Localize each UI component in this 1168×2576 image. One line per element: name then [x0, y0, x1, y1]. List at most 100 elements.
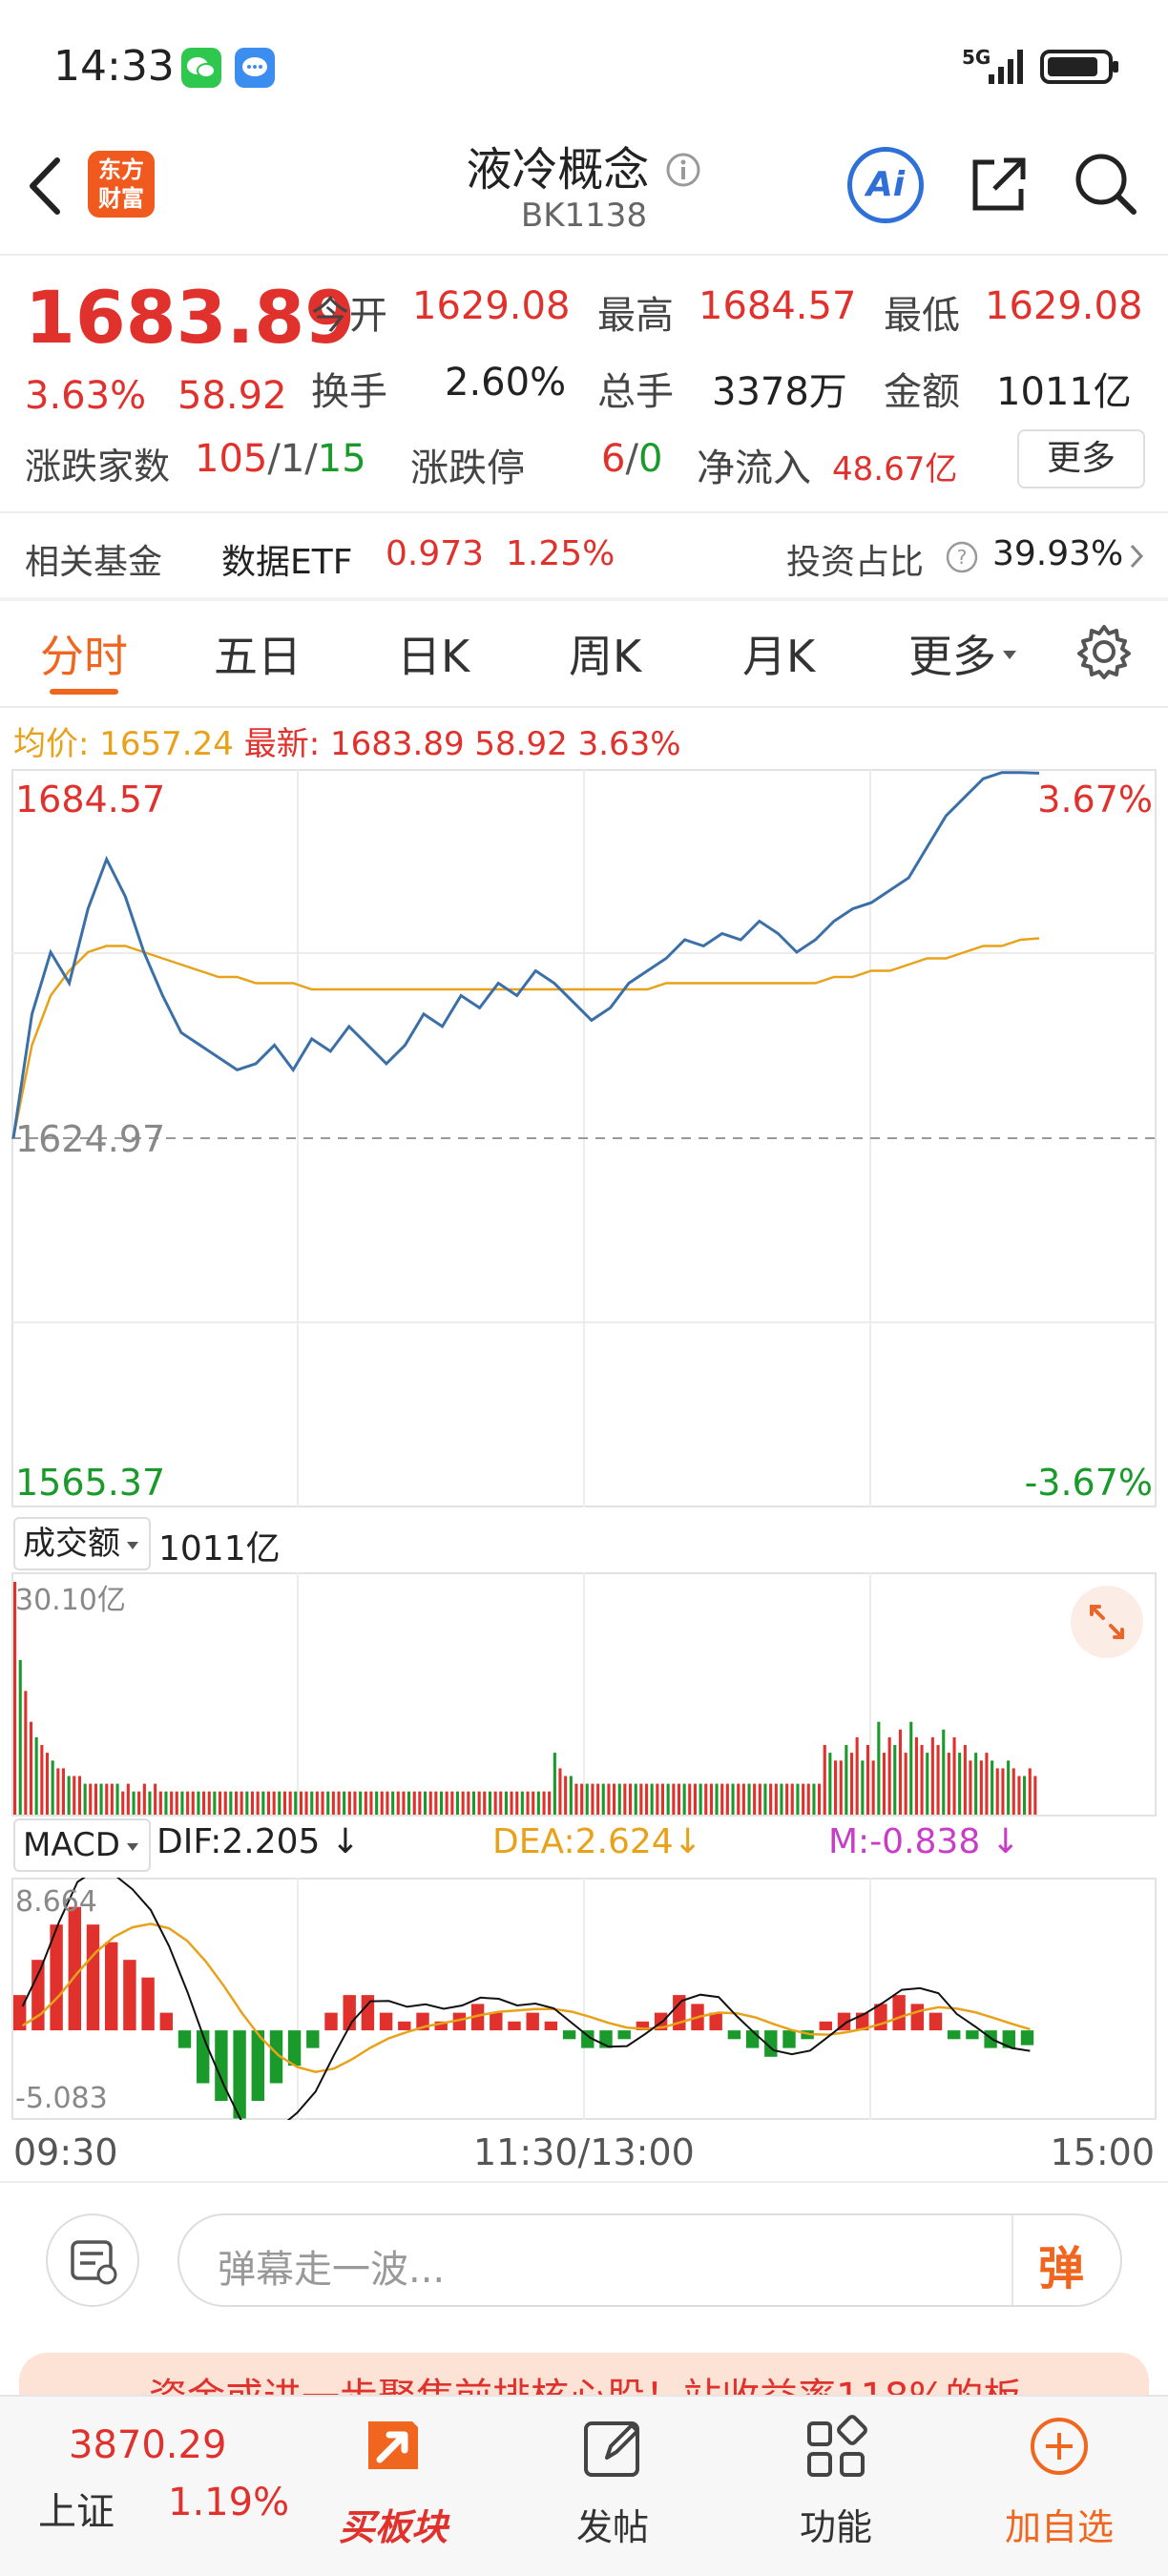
macd-bar [324, 2012, 338, 2031]
danmu-button[interactable]: 弹 [1038, 2242, 1085, 2296]
volume-bar [347, 1791, 351, 1815]
settings-gear-icon[interactable] [1074, 622, 1134, 681]
ai-button[interactable]: Ai [847, 147, 924, 223]
volume-bar [380, 1791, 384, 1815]
comment-input-wrapper[interactable]: 弹幕走一波... 弹 [177, 2213, 1122, 2307]
tab-intraday[interactable]: 分时 [40, 631, 128, 682]
macd-m-text: M:-0.838 [828, 1822, 981, 1861]
axis-divider [0, 2181, 1168, 2183]
search-icon[interactable] [1073, 151, 1139, 218]
volume-bar [887, 1736, 891, 1815]
price-chart[interactable] [11, 769, 1157, 1507]
volume-bar [105, 1783, 109, 1815]
volume-bar [709, 1783, 713, 1815]
volume-bar [304, 1791, 308, 1815]
macd-dea-text: DEA:2.624 [492, 1822, 674, 1861]
volume-bar [30, 1721, 33, 1815]
nav-post[interactable]: 发帖 [555, 2410, 670, 2563]
etf-name[interactable]: 数据ETF [221, 543, 353, 582]
volume-bar [326, 1791, 330, 1815]
volume-bar [741, 1783, 745, 1815]
macd-bar [544, 2021, 558, 2030]
header-divider [0, 254, 1168, 256]
volume-bar [515, 1791, 519, 1815]
tab-monthly[interactable]: 月K [742, 631, 816, 682]
volume-bar [391, 1791, 395, 1815]
macd-bar [562, 2030, 576, 2040]
volume-bar [823, 1745, 826, 1815]
macd-bar [452, 2012, 467, 2031]
macd-bar [470, 2004, 485, 2031]
volume-bar [974, 1753, 978, 1815]
back-icon[interactable] [23, 155, 65, 218]
volume-chart[interactable] [11, 1572, 1157, 1817]
help-icon[interactable]: ? [945, 540, 979, 574]
volume-bar [310, 1791, 314, 1815]
macd-bar [745, 2030, 760, 2048]
volume-bar [574, 1783, 578, 1815]
tab-more[interactable]: 更多 [908, 622, 1019, 685]
tab-daily[interactable]: 日K [397, 631, 470, 682]
volume-bar [121, 1791, 125, 1815]
volume-bar [40, 1745, 44, 1815]
ratio-label: 投资占比 [786, 543, 925, 582]
macd-chart[interactable] [11, 1878, 1157, 2120]
volume-bar [288, 1791, 292, 1815]
volume-bar [877, 1721, 881, 1815]
volume-bar [148, 1791, 152, 1815]
volume-bar [1028, 1768, 1032, 1815]
volume-bar [639, 1783, 643, 1815]
nav-add-watchlist[interactable]: 加自选 [992, 2410, 1126, 2563]
battery-icon [1040, 50, 1118, 84]
index-pct[interactable]: 1.19% [168, 2481, 290, 2524]
comment-input-divider [1012, 2215, 1013, 2305]
comment-list-button[interactable] [46, 2213, 139, 2307]
volume-bar [343, 1791, 346, 1815]
index-name[interactable]: 上证 [38, 2490, 115, 2534]
expand-button[interactable] [1071, 1586, 1143, 1658]
volume-bar [299, 1791, 302, 1815]
tab-weekly[interactable]: 周K [569, 631, 642, 682]
volume-bar [94, 1783, 97, 1815]
volume-bar [763, 1783, 767, 1815]
ratio-value: 39.93% [992, 534, 1124, 573]
share-icon[interactable] [966, 151, 1032, 218]
comment-input[interactable]: 弹幕走一波... [218, 2248, 446, 2292]
volume-bar [207, 1791, 211, 1815]
volume-bar [34, 1736, 38, 1815]
volume-bar [558, 1768, 562, 1815]
volume-bar [704, 1783, 708, 1815]
volume-bar [504, 1791, 508, 1815]
volume-selector[interactable]: 成交额 [13, 1517, 151, 1570]
chevron-right-icon[interactable] [1128, 542, 1145, 571]
volume-bar [331, 1791, 335, 1815]
volume-bar [1012, 1768, 1015, 1815]
amount-label: 金额 [884, 370, 960, 414]
volume-bar [235, 1791, 239, 1815]
volume-bar [774, 1783, 778, 1815]
volume-bar [1023, 1776, 1027, 1815]
volume-bar [926, 1753, 929, 1815]
more-button[interactable]: 更多 [1017, 429, 1145, 488]
macd-bar [251, 2030, 264, 2101]
tab-5day[interactable]: 五日 [214, 631, 302, 682]
volume-bar [596, 1783, 600, 1815]
dea-line [21, 1922, 1031, 2073]
volume-bar [467, 1791, 470, 1815]
volume-bar [660, 1783, 664, 1815]
volume-bar [175, 1791, 178, 1815]
volume-bar [861, 1760, 865, 1815]
volume-bar [510, 1791, 513, 1815]
network-label: 5G [962, 46, 991, 69]
info-icon[interactable] [664, 151, 702, 189]
volume-bar [747, 1783, 751, 1815]
volume-bar [402, 1791, 406, 1815]
volume-bar [445, 1791, 448, 1815]
macd-bar [948, 2030, 961, 2040]
macd-bar [928, 2012, 943, 2031]
index-value[interactable]: 3870.29 [69, 2423, 227, 2467]
macd-selector[interactable]: MACD [13, 1818, 151, 1872]
nav-buy-sector[interactable]: 买板块 [336, 2410, 450, 2563]
nav-function[interactable]: 功能 [779, 2410, 893, 2563]
volume-bar [845, 1745, 848, 1815]
